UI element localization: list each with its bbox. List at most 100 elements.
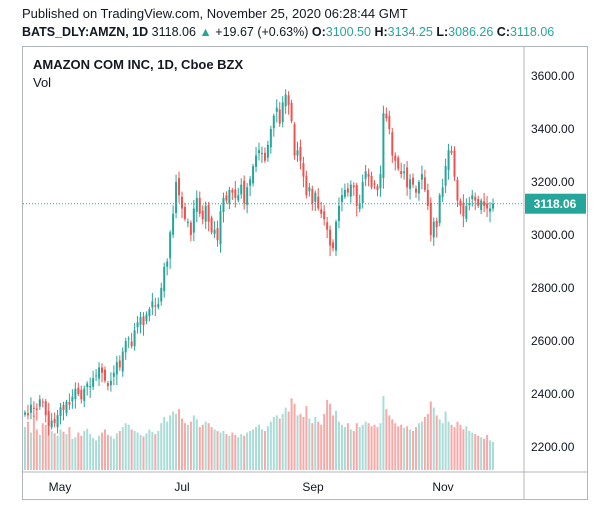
candle-body bbox=[343, 189, 346, 197]
candle-body bbox=[414, 188, 417, 193]
volume-bar bbox=[35, 429, 38, 470]
candle-body bbox=[228, 189, 231, 204]
candle-body bbox=[320, 209, 323, 214]
volume-bar bbox=[234, 434, 237, 470]
volume-bar bbox=[231, 432, 234, 470]
candle-body bbox=[308, 187, 311, 192]
candle-body bbox=[157, 303, 160, 308]
candle-body bbox=[38, 399, 41, 407]
volume-bar bbox=[465, 426, 468, 470]
candle-body bbox=[222, 197, 225, 212]
candle-body bbox=[329, 229, 332, 246]
candle-body bbox=[47, 411, 50, 426]
volume-bar bbox=[266, 426, 269, 470]
candle-body bbox=[397, 157, 400, 169]
candle-body bbox=[252, 166, 255, 184]
candle-body bbox=[74, 388, 77, 400]
candle-body bbox=[266, 144, 269, 158]
volume-bar bbox=[417, 423, 420, 470]
candle-body bbox=[373, 183, 376, 185]
candle-body bbox=[263, 152, 266, 161]
y-tick-label: 3400.00 bbox=[531, 122, 575, 136]
volume-bar bbox=[343, 427, 346, 470]
volume-bar bbox=[412, 431, 415, 470]
last-price: 3118.06 bbox=[151, 25, 196, 39]
candle-body bbox=[426, 189, 429, 206]
candle-body bbox=[65, 401, 68, 414]
volume-bar bbox=[255, 427, 258, 470]
ohlc-bar: BATS_DLY:AMZN, 1D 3118.06 ▲ +19.67 (+0.6… bbox=[22, 25, 554, 39]
volume-bar bbox=[86, 428, 89, 470]
volume-bar bbox=[77, 432, 80, 470]
candle-body bbox=[337, 205, 340, 221]
volume-bar bbox=[382, 395, 385, 470]
volume-bar bbox=[169, 415, 172, 470]
volume-bar bbox=[483, 438, 486, 470]
candle-body bbox=[195, 197, 198, 212]
open-value: 3100.50 bbox=[325, 25, 371, 39]
volume-bar bbox=[112, 438, 115, 470]
candle-body bbox=[121, 351, 124, 372]
volume-bar bbox=[249, 431, 252, 470]
volume-bar bbox=[32, 415, 35, 470]
candle-body bbox=[50, 420, 53, 428]
volume-bar bbox=[420, 421, 423, 470]
y-tick-label: 3000.00 bbox=[531, 228, 575, 242]
candle-body bbox=[92, 378, 95, 387]
volume-bar bbox=[29, 432, 32, 470]
candle-body bbox=[349, 184, 352, 197]
candle-body bbox=[420, 174, 423, 180]
candle-body bbox=[459, 200, 462, 206]
volume-bar bbox=[290, 398, 293, 470]
volume-bar bbox=[302, 416, 305, 470]
y-tick-label: 2800.00 bbox=[531, 281, 575, 295]
volume-bar bbox=[388, 415, 391, 470]
candle-body bbox=[178, 178, 181, 196]
volume-bar bbox=[213, 429, 216, 470]
chart-legend-title: AMAZON COM INC, 1D, Cboe BZX bbox=[33, 57, 244, 72]
candle-body bbox=[275, 107, 278, 112]
volume-bar bbox=[308, 418, 311, 470]
volume-bar bbox=[258, 424, 260, 470]
volume-bar bbox=[92, 438, 95, 470]
change-arrow-icon: ▲ bbox=[199, 25, 212, 39]
volume-bar bbox=[151, 431, 154, 470]
candle-body bbox=[340, 195, 343, 202]
volume-bar bbox=[74, 437, 77, 470]
volume-bar bbox=[118, 431, 121, 470]
volume-bar bbox=[41, 423, 44, 470]
y-tick-label: 3200.00 bbox=[531, 175, 575, 189]
volume-bar bbox=[459, 424, 462, 470]
low-value: 3086.26 bbox=[448, 25, 494, 39]
volume-bar bbox=[391, 419, 394, 470]
volume-bar bbox=[352, 431, 355, 470]
volume-bar bbox=[423, 416, 426, 470]
high-label: H: bbox=[374, 25, 388, 39]
candle-body bbox=[148, 309, 151, 317]
published-note: Published on TradingView.com, November 2… bbox=[22, 6, 408, 21]
volume-bar bbox=[53, 433, 56, 470]
volume-bar bbox=[71, 438, 74, 470]
volume-bar bbox=[409, 429, 412, 470]
candle-body bbox=[53, 418, 56, 424]
candle-body bbox=[142, 316, 145, 326]
candle-body bbox=[358, 203, 361, 210]
candle-body bbox=[219, 211, 222, 245]
volume-bar bbox=[335, 410, 338, 470]
volume-bar bbox=[320, 424, 323, 470]
chart-frame[interactable] bbox=[22, 46, 588, 500]
candle-body bbox=[435, 220, 438, 228]
volume-bar bbox=[154, 434, 157, 470]
volume-bar bbox=[275, 415, 278, 470]
volume-bar bbox=[403, 427, 406, 470]
volume-bar bbox=[486, 434, 489, 470]
x-tick-label: Nov bbox=[432, 480, 453, 494]
candle-body bbox=[139, 317, 142, 325]
volume-bar bbox=[480, 437, 483, 470]
x-tick-label: Sep bbox=[302, 480, 324, 494]
candle-body bbox=[394, 155, 397, 161]
volume-bar bbox=[367, 423, 370, 470]
x-tick-label: May bbox=[49, 480, 72, 494]
volume-bar bbox=[192, 415, 195, 470]
